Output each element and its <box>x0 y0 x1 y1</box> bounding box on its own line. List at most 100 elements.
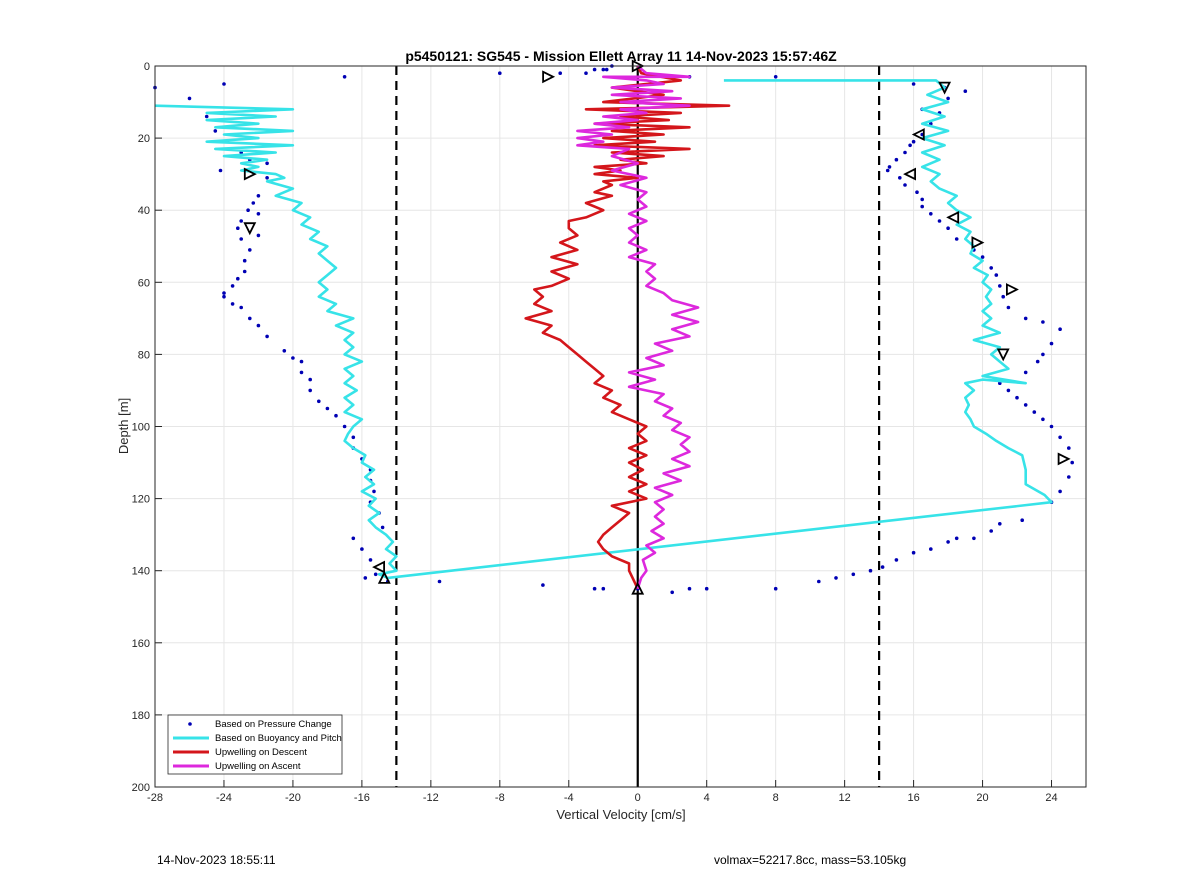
data-point <box>282 349 287 353</box>
data-point <box>894 558 899 562</box>
legend-entry-buoyancy: Based on Buoyancy and Pitch <box>173 733 342 744</box>
data-point <box>1006 388 1011 393</box>
data-point <box>256 233 261 238</box>
data-point <box>236 276 240 281</box>
data-point <box>256 212 261 216</box>
series-line <box>154 79 1053 580</box>
data-point <box>248 316 252 321</box>
data-point <box>1041 320 1045 324</box>
triangle-marker <box>1057 452 1071 466</box>
data-point <box>351 536 356 541</box>
x-tick-label: -20 <box>285 792 301 804</box>
data-point <box>601 586 606 591</box>
data-point <box>954 536 959 541</box>
data-point <box>1041 417 1045 422</box>
data-point <box>213 129 218 133</box>
legend-label-buoyancy: Based on Buoyancy and Pitch <box>215 733 342 744</box>
data-point <box>558 71 562 75</box>
data-point <box>256 194 261 198</box>
data-point <box>868 568 873 573</box>
data-point <box>308 377 313 382</box>
data-point <box>954 237 959 241</box>
data-point <box>1015 395 1019 400</box>
data-point <box>592 67 597 72</box>
legend-label-descent: Upwelling on Descent <box>215 747 307 758</box>
x-tick-label: 8 <box>773 792 779 804</box>
data-point <box>325 406 330 411</box>
data-point <box>218 168 223 173</box>
x-tick-label: 24 <box>1045 792 1057 804</box>
data-point <box>946 226 950 230</box>
data-point <box>773 586 778 591</box>
data-point <box>887 165 892 169</box>
data-point <box>291 356 295 360</box>
data-point <box>929 547 933 551</box>
data-point <box>1023 403 1028 407</box>
footer-info: volmax=52217.8cc, mass=53.105kg <box>714 853 907 867</box>
data-point <box>1049 424 1054 429</box>
x-axis-label: Vertical Velocity [cm/s] <box>556 807 685 822</box>
triangle-marker <box>903 167 916 181</box>
tick-labels: -28 -24 -20 -16 -12 -8 -4 0 4 8 12 16 20 24 0 20 40 60 80 1… <box>132 61 1058 804</box>
y-tick-label: 200 <box>132 782 150 794</box>
data-point <box>236 226 240 230</box>
legend-box <box>167 714 343 775</box>
triangle-marker <box>377 570 391 584</box>
data-point <box>880 565 885 569</box>
y-axis-label: Depth [m] <box>116 398 131 454</box>
data-point <box>256 323 261 328</box>
x-tick-label: -8 <box>495 792 505 804</box>
data-point <box>251 201 256 205</box>
data-point <box>242 269 247 274</box>
triangle-marker <box>243 167 257 181</box>
data-point <box>584 71 588 75</box>
x-tick-label: -12 <box>423 792 439 804</box>
data-point <box>1041 352 1045 357</box>
y-tick-label: 120 <box>132 494 150 506</box>
data-point <box>342 424 347 429</box>
y-tick-label: 160 <box>132 638 150 650</box>
reference-lines <box>395 66 881 787</box>
data-point <box>1023 370 1028 375</box>
data-point <box>1049 341 1054 346</box>
data-point <box>368 558 373 562</box>
data-point <box>929 212 933 216</box>
legend-entry-pressure: Based on Pressure Change <box>188 719 332 730</box>
data-point <box>998 522 1002 526</box>
y-tick-label: 40 <box>138 205 150 217</box>
data-point <box>989 266 993 270</box>
triangle-marker <box>971 236 985 250</box>
data-point <box>372 489 376 494</box>
data-point <box>1058 435 1062 440</box>
data-point <box>1023 316 1028 321</box>
data-point <box>265 334 269 339</box>
x-tick-label: -4 <box>564 792 574 804</box>
data-point <box>334 413 338 418</box>
series-line <box>576 64 700 590</box>
y-tick-label: 80 <box>138 349 150 361</box>
x-tick-label: 12 <box>839 792 851 804</box>
data-point <box>911 82 916 86</box>
triangle-marker <box>938 81 952 95</box>
triangle-marker <box>243 222 257 236</box>
data-point <box>373 572 378 577</box>
data-point <box>920 204 924 209</box>
data-point <box>248 248 252 252</box>
data-point <box>239 219 243 223</box>
data-point <box>998 284 1002 288</box>
data-point <box>222 294 226 299</box>
data-point <box>239 237 243 241</box>
y-tick-label: 0 <box>144 61 150 73</box>
data-point <box>437 579 442 584</box>
x-tick-label: 0 <box>635 792 641 804</box>
legend-entry-descent: Upwelling on Descent <box>173 747 307 758</box>
series-line <box>524 65 731 590</box>
legend: Based on Pressure Change Based on Buoyan… <box>167 714 343 775</box>
data-point <box>299 359 304 364</box>
y-tick-label: 100 <box>132 422 150 434</box>
data-point <box>915 190 919 194</box>
y-tick-label: 20 <box>138 133 150 145</box>
x-tick-label: 16 <box>907 792 919 804</box>
legend-marker-pressure <box>188 722 192 726</box>
triangle-marker <box>946 210 960 224</box>
